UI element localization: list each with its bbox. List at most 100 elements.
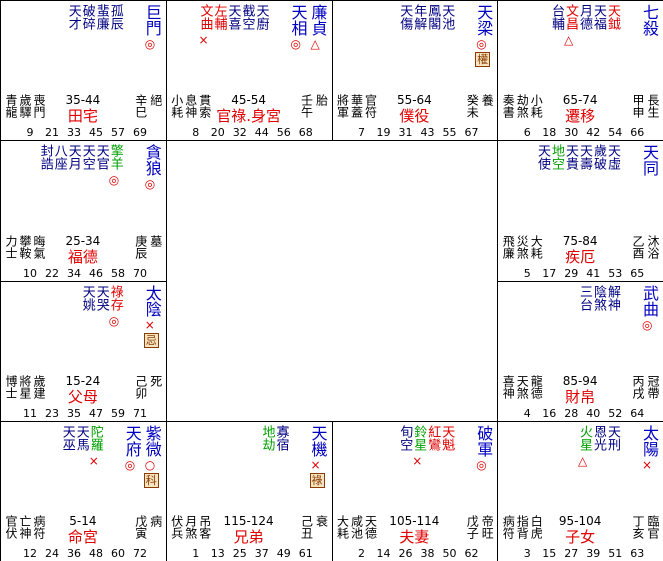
age-number: 50: [442, 547, 457, 560]
main-star: 天相: [288, 4, 308, 36]
minor-star: 三台: [577, 284, 592, 311]
god-star: 奏書: [501, 94, 516, 119]
age-number: 27: [564, 547, 579, 560]
palace-name: 福德: [67, 247, 98, 266]
god-star: 小耗: [169, 94, 184, 119]
age-number: 28: [564, 406, 579, 420]
age-number: 46: [89, 266, 103, 280]
age-number: 30: [564, 126, 579, 140]
age-number: 26: [398, 547, 413, 560]
god-star: 攀鞍: [18, 234, 32, 259]
main-star: 天同: [640, 144, 659, 177]
age-number: 62: [464, 547, 479, 560]
minor-star: 天喜: [225, 4, 241, 30]
minor-star: 旬空: [397, 424, 413, 451]
minor-star: 年解: [411, 4, 427, 30]
minor-star: 天虛: [605, 144, 620, 171]
god-star: 華蓋: [349, 94, 364, 119]
god-star: 將星: [18, 374, 32, 399]
age-number: 11: [23, 406, 37, 420]
age-number: 22: [45, 266, 59, 280]
god-star: 小耗: [529, 94, 544, 119]
age-number: 6: [523, 126, 531, 140]
minor-star: 擎羊: [107, 144, 123, 171]
minor-star: 天貴: [563, 144, 578, 171]
minor-star: 天哭: [93, 284, 109, 311]
stem-branch: 己丑: [299, 515, 314, 539]
age-range: 85-94: [562, 373, 598, 388]
god-star: 指背: [515, 515, 530, 539]
age-number: 41: [586, 266, 601, 280]
stem-branch: 丙戌: [631, 374, 645, 399]
age-number: 64: [630, 406, 645, 420]
star-sign: ×: [642, 457, 653, 472]
minor-star: 紅鸞: [425, 424, 441, 451]
minor-star: 天魁: [439, 424, 455, 451]
star-sign: ○: [144, 457, 156, 472]
age-number: 24: [45, 547, 59, 560]
age-number: 4: [523, 406, 531, 420]
age-number: 42: [586, 126, 601, 140]
god-star: 白虎: [529, 515, 544, 539]
palace-name: 命宮: [67, 528, 98, 546]
star-sign: ×: [88, 453, 99, 468]
minor-star: 天廚: [253, 4, 269, 30]
life-phase: 衰: [314, 515, 329, 527]
god-star: 貫索: [197, 94, 212, 119]
minor-star: 天傷: [397, 4, 413, 30]
main-star: 貪狼: [142, 144, 162, 177]
stem-branch: 戊寅: [133, 515, 148, 539]
god-star: 官伏: [4, 515, 18, 539]
god-star: 喜神: [501, 374, 516, 399]
age-number: 71: [133, 406, 147, 420]
minor-star: 天空: [79, 144, 95, 171]
god-star: 災煞: [515, 234, 530, 259]
minor-star: 陀羅: [87, 424, 103, 451]
life-phase: 冠帶: [646, 374, 660, 399]
minor-star: 天姚: [79, 284, 95, 311]
god-star: 吊客: [197, 515, 212, 539]
god-star: 龍德: [529, 374, 544, 399]
god-star: 息神: [183, 94, 198, 119]
stem-branch: 甲申: [631, 94, 645, 119]
star-sign: ×: [198, 33, 209, 47]
stem-branch: 丁亥: [631, 515, 645, 539]
age-number: 2: [358, 547, 365, 560]
star-sign: ◎: [108, 173, 120, 188]
age-number: 70: [133, 266, 147, 280]
age-range: 25-34: [65, 233, 101, 248]
age-number: 59: [111, 406, 125, 420]
age-number: 9: [26, 126, 34, 140]
age-number: 10: [23, 266, 37, 280]
age-number: 19: [376, 126, 391, 140]
age-range: 15-24: [65, 373, 101, 388]
palace-name: 疾厄: [565, 247, 596, 266]
age-number: 25: [232, 547, 247, 560]
age-number: 18: [542, 126, 557, 140]
minor-star: 地空: [549, 144, 564, 171]
god-star: 咸池: [349, 515, 364, 539]
star-sign: ◎: [476, 457, 487, 472]
age-number: 49: [276, 547, 291, 560]
minor-star: 解神: [605, 284, 620, 311]
minor-star: 天使: [535, 144, 550, 171]
age-number: 16: [542, 406, 557, 420]
minor-star: 恩光: [591, 424, 606, 451]
god-star: 大耗: [529, 234, 544, 259]
age-number: 29: [564, 266, 579, 280]
age-number: 34: [67, 266, 81, 280]
age-number: 20: [210, 126, 225, 140]
age-range: 75-84: [562, 233, 598, 248]
palace-name: 僕役: [399, 107, 430, 126]
age-number: 45: [89, 126, 103, 140]
minor-star: 天馬: [73, 424, 89, 451]
main-star: 七殺: [640, 4, 659, 36]
age-number: 31: [398, 126, 413, 140]
main-star: 武曲: [640, 284, 659, 317]
minor-star: 鳳閣: [425, 4, 441, 30]
palace-name: 子女: [565, 528, 596, 546]
age-number: 14: [376, 547, 391, 560]
life-phase: 病: [148, 515, 163, 527]
age-number: 61: [298, 547, 313, 560]
